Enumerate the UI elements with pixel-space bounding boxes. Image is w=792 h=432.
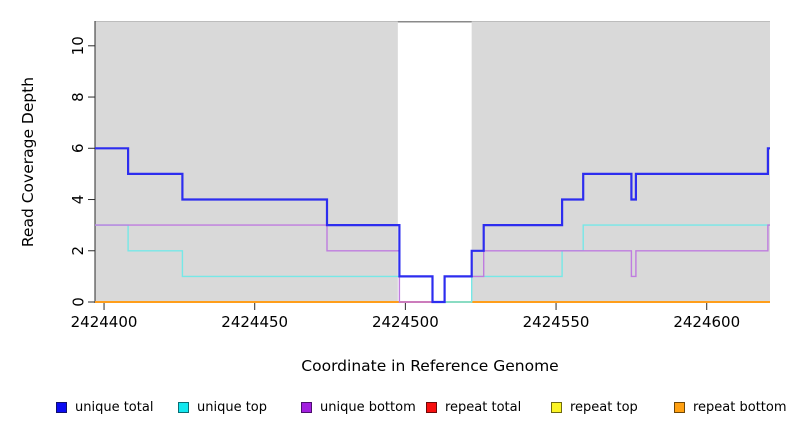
legend-item-unique-total: unique total [56,400,153,415]
plot-area-group: 0 2 4 6 8 10 2424400 2424450 2424500 2424550 24246… [69,21,770,331]
series-unique-bottom [95,224,770,303]
legend-swatch-unique-bottom [301,402,312,413]
x-tick-label: 2424600 [673,313,740,331]
legend-item-repeat-top: repeat top [551,400,638,415]
x-tick-label: 2424550 [523,313,590,331]
gap-region [397,22,472,303]
x-tick-label: 2424450 [221,313,288,331]
y-tick-label: 6 [69,144,87,154]
y-tick-label: 2 [69,246,87,256]
legend-swatch-repeat-total [426,402,437,413]
legend-item-unique-bottom: unique bottom [301,400,416,415]
x-axis-label: Coordinate in Reference Genome [301,357,558,375]
legend-item-repeat-bottom: repeat bottom [674,400,787,415]
legend-label: repeat bottom [693,400,787,415]
legend-item-unique-top: unique top [178,400,267,415]
legend-label: unique total [75,400,154,415]
legend-swatch-unique-top [178,402,189,413]
legend-label: unique top [197,400,268,415]
y-tick-label: 10 [69,36,87,55]
legend-label: unique bottom [320,400,416,415]
legend-swatch-unique-total [56,402,67,413]
y-axis-label: Read Coverage Depth [19,77,37,247]
legend-swatch-repeat-bottom [674,402,685,413]
legend-item-repeat-total: repeat total [426,400,521,415]
y-tick-label: 0 [69,297,87,307]
x-tick-label: 2424500 [372,313,439,331]
x-tick-label: 2424400 [71,313,138,331]
legend-label: repeat total [445,400,522,415]
y-tick-label: 4 [69,195,87,205]
legend-swatch-repeat-top [551,402,562,413]
y-tick-label: 8 [69,92,87,102]
legend-label: repeat top [570,400,638,415]
series-unique-total [95,147,770,304]
